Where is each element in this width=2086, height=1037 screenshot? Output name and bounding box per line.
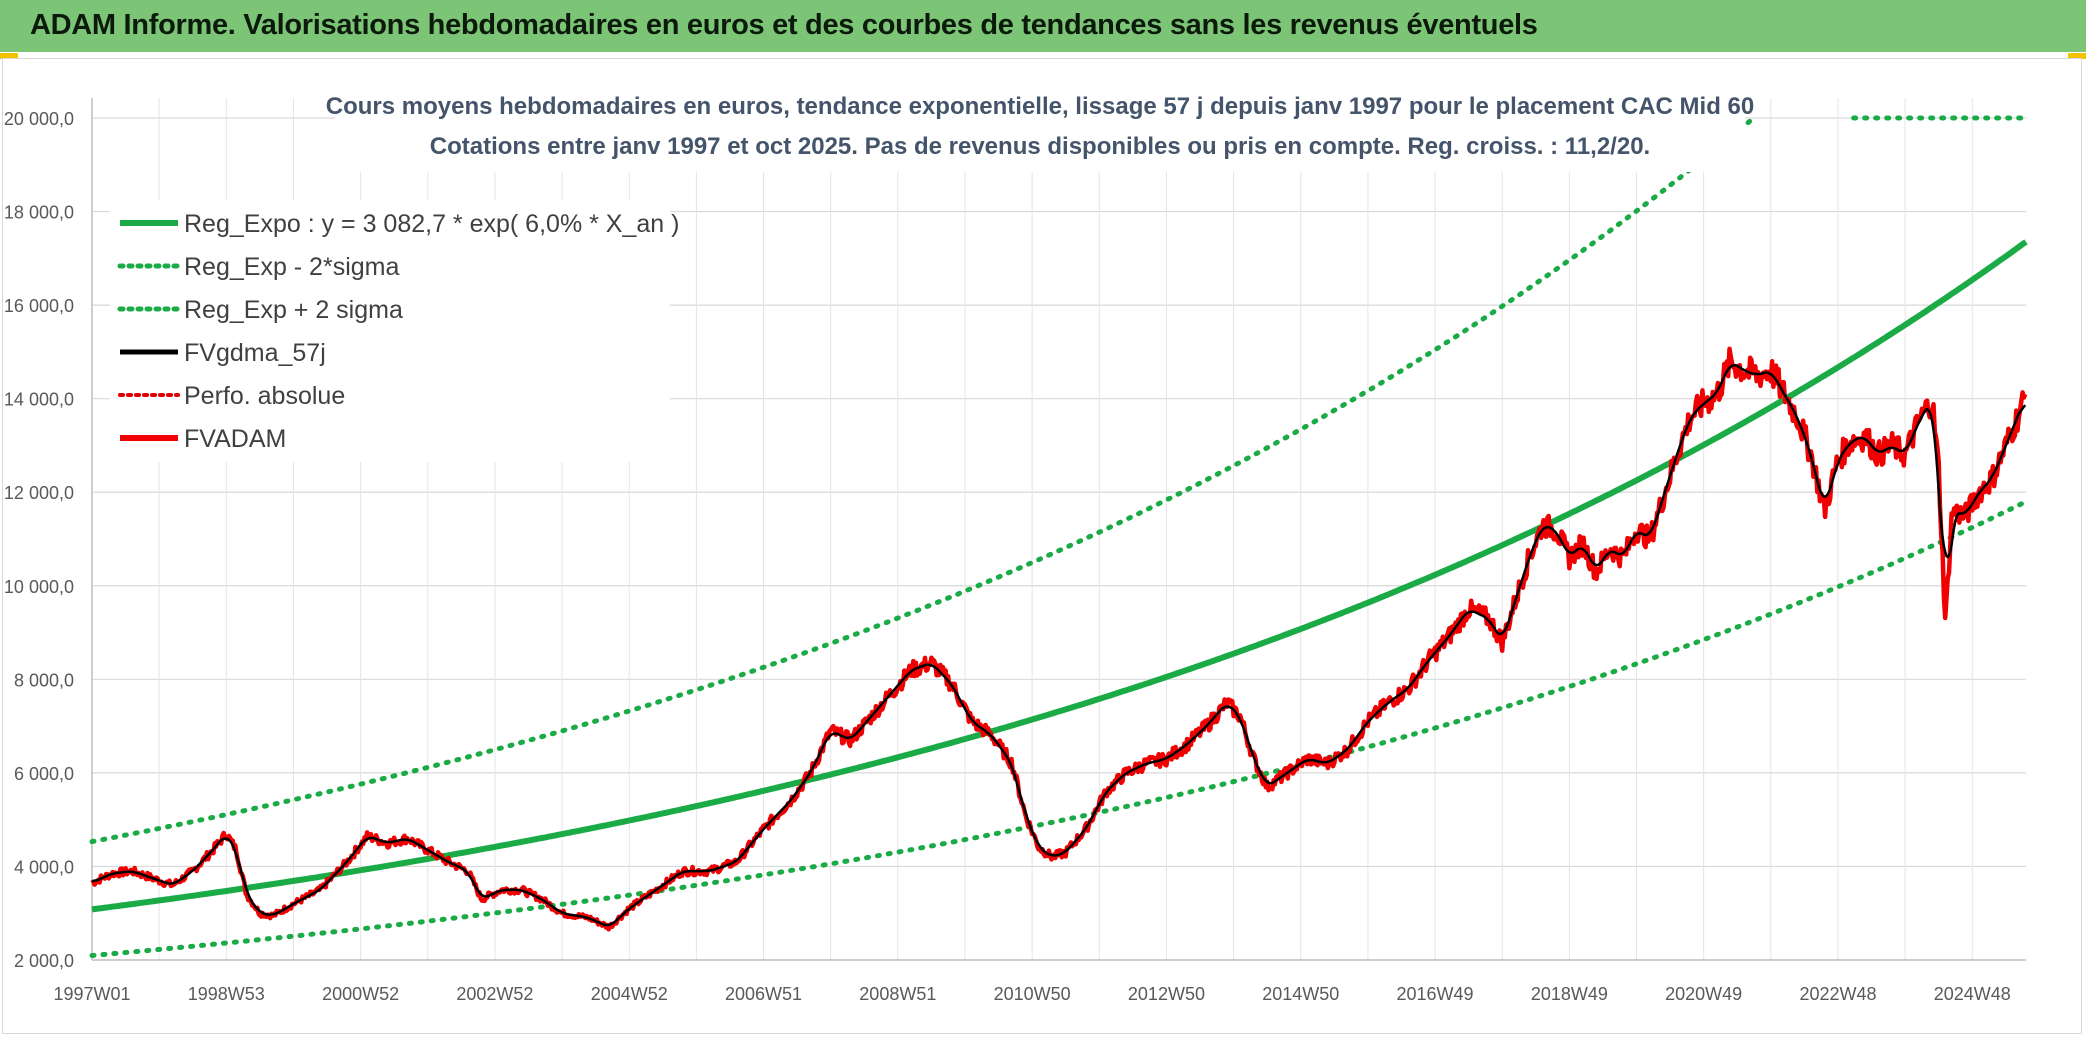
x-tick-label: 2014W50	[1262, 984, 1339, 1004]
x-tick-label: 2000W52	[322, 984, 399, 1004]
legend-item-fvadam: FVADAM	[120, 425, 286, 453]
y-tick-label: 10 000,0	[4, 577, 74, 597]
corner-marker-left	[0, 53, 18, 59]
x-tick-label: 2024W48	[1934, 984, 2011, 1004]
legend-background	[110, 200, 670, 462]
chart-legend: Reg_Expo : y = 3 082,7 * exp( 6,0% * X_a…	[110, 200, 679, 462]
legend-label-reg-exp-plus: Reg_Exp + 2 sigma	[184, 296, 403, 324]
y-axis: 2 000,0 4 000,0 6 000,0 8 000,0 10 000,0 12 0…	[4, 109, 74, 971]
x-tick-label: 2016W49	[1397, 984, 1474, 1004]
y-tick-label: 16 000,0	[4, 296, 74, 316]
x-tick-label: 2012W50	[1128, 984, 1205, 1004]
legend-item-fvgdma: FVgdma_57j	[120, 339, 326, 367]
y-tick-label: 20 000,0	[4, 109, 74, 129]
y-tick-label: 6 000,0	[14, 764, 74, 784]
chart-title-background	[335, 84, 1745, 172]
x-tick-label: 2002W52	[456, 984, 533, 1004]
legend-label-reg-exp-minus: Reg_Exp - 2*sigma	[184, 253, 399, 281]
y-tick-label: 8 000,0	[14, 670, 74, 690]
legend-item-reg-expo: Reg_Expo : y = 3 082,7 * exp( 6,0% * X_a…	[120, 210, 679, 238]
y-tick-label: 14 000,0	[4, 390, 74, 410]
x-axis: 1997W01 1998W53 2000W52 2002W52 2004W52 2006W…	[53, 984, 2010, 1004]
series-line-reg-exp-minus-2-sigma	[89, 499, 2029, 958]
y-tick-label: 2 000,0	[14, 951, 74, 971]
y-tick-label: 18 000,0	[4, 203, 74, 223]
y-tick-label: 12 000,0	[4, 483, 74, 503]
x-tick-label: 2004W52	[591, 984, 668, 1004]
legend-item-reg-exp-plus: Reg_Exp + 2 sigma	[117, 296, 403, 324]
chart-series	[89, 115, 2029, 958]
x-tick-label: 2020W49	[1665, 984, 1742, 1004]
page-title: ADAM Informe. Valorisations hebdomadaire…	[30, 9, 1538, 41]
chart-title: Cours moyens hebdomadaires en euros, ten…	[326, 93, 1754, 120]
x-tick-label: 2022W48	[1799, 984, 1876, 1004]
x-tick-label: 2006W51	[725, 984, 802, 1004]
legend-item-perfo: Perfo. absolue	[118, 382, 345, 410]
legend-label-perfo: Perfo. absolue	[184, 382, 345, 410]
title-bar: ADAM Informe. Valorisations hebdomadaire…	[0, 0, 2086, 56]
legend-label-fvadam: FVADAM	[184, 425, 286, 453]
x-tick-label: 1997W01	[53, 984, 130, 1004]
chart-border	[2, 58, 2082, 1034]
x-tick-label: 2010W50	[994, 984, 1071, 1004]
series-line-fvgdma-57j	[91, 363, 2027, 927]
legend-item-reg-exp-minus: Reg_Exp - 2*sigma	[117, 253, 399, 281]
legend-label-reg-expo: Reg_Expo : y = 3 082,7 * exp( 6,0% * X_a…	[184, 210, 679, 238]
chart-subtitle: Cotations entre janv 1997 et oct 2025. P…	[430, 133, 1650, 160]
series-line-reg-exp-plus-2-sigma	[89, 118, 1754, 845]
x-tick-label: 2018W49	[1531, 984, 1608, 1004]
corner-marker-right	[2068, 53, 2086, 59]
legend-label-fvgdma: FVgdma_57j	[184, 339, 326, 367]
y-tick-label: 4 000,0	[14, 857, 74, 877]
series-line-reg-expo	[91, 239, 2028, 913]
x-tick-label: 1998W53	[188, 984, 265, 1004]
x-tick-label: 2008W51	[859, 984, 936, 1004]
